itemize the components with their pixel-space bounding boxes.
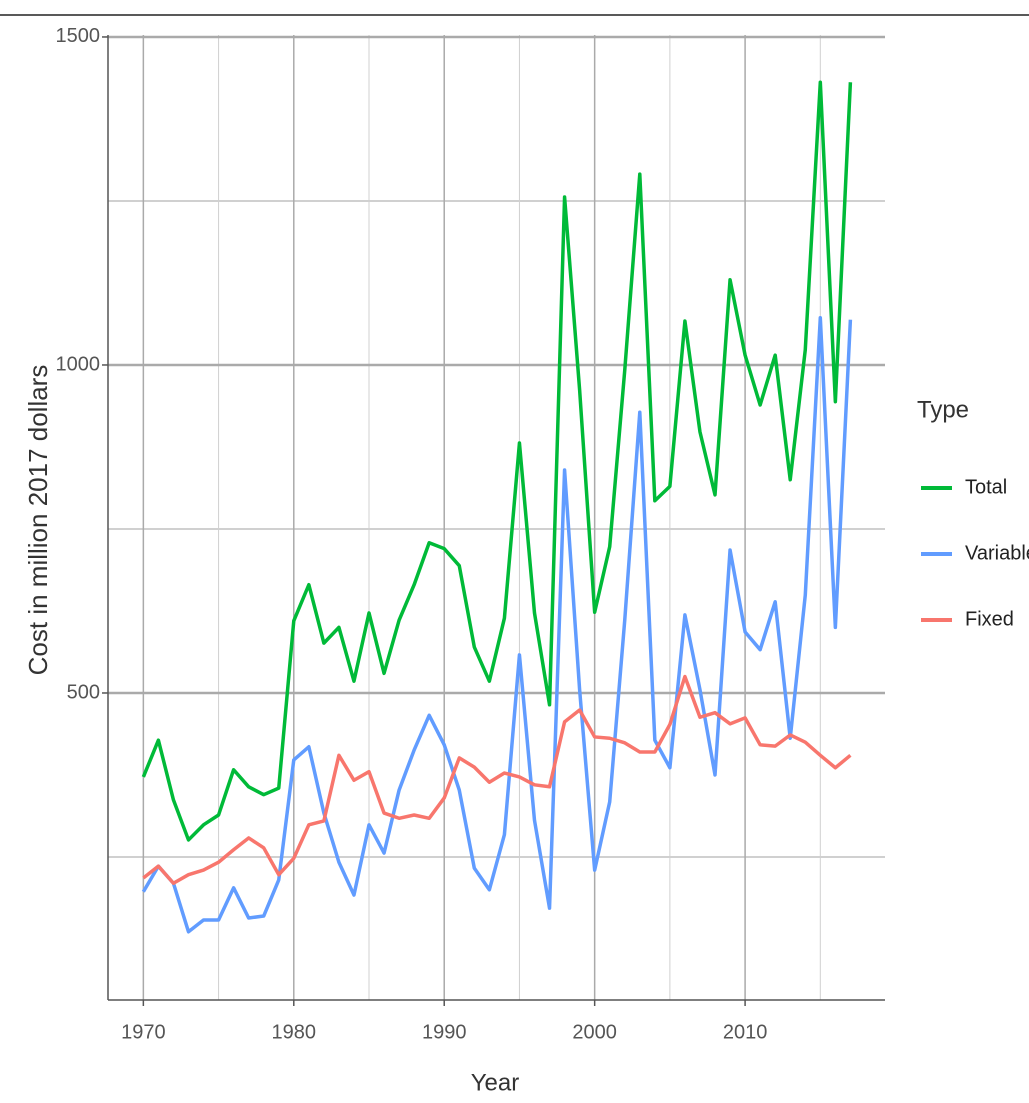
y-tick-label: 1500	[56, 25, 101, 47]
series-line	[142, 674, 852, 885]
legend-label: Variable	[965, 542, 1029, 564]
legend-label: Fixed	[965, 608, 1014, 630]
legend-label: Total	[965, 476, 1007, 498]
legend-title: Type	[917, 396, 969, 423]
x-tick-label: 2000	[572, 1021, 617, 1043]
y-tick-label: 1000	[56, 353, 101, 375]
x-tick-label: 1990	[422, 1021, 467, 1043]
series-line	[141, 80, 853, 842]
y-axis-label: Cost in million 2017 dollars	[23, 365, 53, 676]
x-tick-label: 1980	[272, 1021, 317, 1043]
y-tick-label: 500	[67, 681, 100, 703]
series-line	[141, 315, 853, 934]
x-axis-label: Year	[471, 1069, 520, 1096]
x-tick-label: 1970	[121, 1021, 166, 1043]
x-tick-label: 2010	[723, 1021, 768, 1043]
